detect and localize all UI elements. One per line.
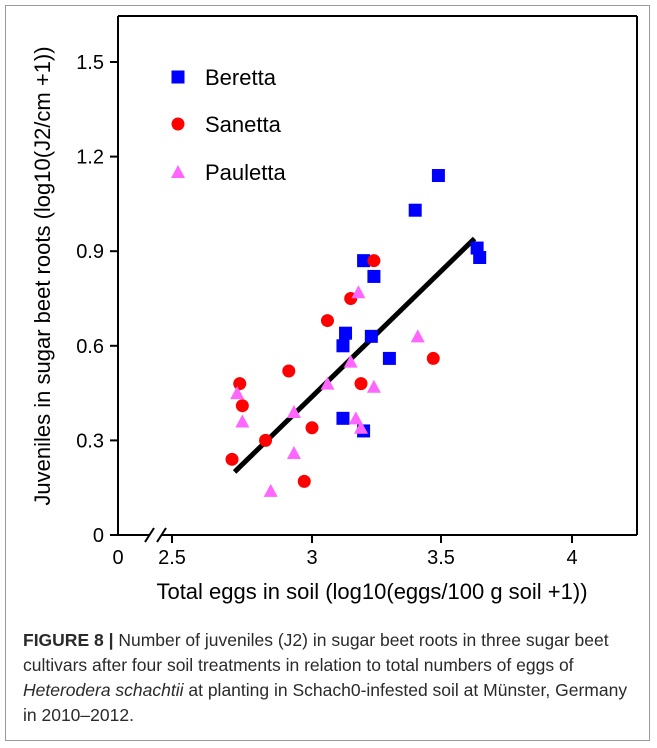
data-point-pauletta: [343, 354, 358, 368]
y-tick-label: 0.6: [76, 336, 104, 358]
data-point-beretta: [357, 254, 371, 268]
series-pauletta: [230, 285, 425, 497]
x-tick-label: 2.5: [158, 547, 186, 569]
data-point-sanetta: [282, 364, 296, 378]
legend-label-pauletta: Pauletta: [205, 160, 286, 185]
caption-species: Heterodera schachtii: [23, 680, 184, 700]
y-tick-label: 0: [93, 525, 104, 547]
data-point-sanetta: [235, 399, 249, 413]
axis-break-marker: [144, 527, 167, 543]
x-tick-label: 3: [306, 547, 317, 569]
caption-label: FIGURE 8 |: [23, 630, 114, 650]
legend-marker-pauletta: [171, 165, 185, 178]
data-point-sanetta: [354, 377, 368, 391]
data-point-beretta: [408, 203, 422, 217]
legend-marker-beretta: [171, 70, 185, 84]
series-beretta: [336, 169, 487, 438]
data-point-sanetta: [367, 254, 381, 268]
y-tick-label: 0.3: [76, 430, 104, 452]
data-point-sanetta: [225, 452, 239, 466]
data-point-beretta: [367, 269, 381, 283]
x-tick-label: 0: [112, 547, 123, 569]
axis-break-slash-1: [144, 527, 155, 543]
data-point-beretta: [473, 251, 487, 265]
data-point-pauletta: [348, 411, 363, 425]
data-point-pauletta: [230, 386, 245, 400]
data-point-pauletta: [263, 483, 278, 497]
y-tick-label: 1.2: [76, 147, 104, 169]
data-point-sanetta: [259, 433, 273, 447]
data-point-pauletta: [366, 379, 381, 393]
regression-line: [232, 236, 477, 474]
data-point-sanetta: [297, 474, 311, 488]
y-tick-label: 0.9: [76, 241, 104, 263]
data-point-pauletta: [410, 329, 425, 343]
data-point-beretta: [336, 411, 350, 425]
series-sanetta: [225, 254, 440, 488]
legend-label-beretta: Beretta: [205, 65, 277, 90]
data-point-beretta: [336, 339, 350, 353]
data-point-pauletta: [286, 446, 301, 460]
data-point-sanetta: [426, 351, 440, 365]
data-point-pauletta: [320, 376, 335, 390]
caption-text-2: at planting in Schach0-infested soil at …: [23, 680, 628, 725]
legend-marker-sanetta: [171, 117, 185, 131]
axis-break-slash-2: [156, 527, 167, 543]
legend: Beretta Sanetta Pauletta: [171, 65, 286, 185]
data-point-beretta: [382, 351, 396, 365]
caption-text-1: Number of juveniles (J2) in sugar beet r…: [23, 630, 609, 675]
data-point-beretta: [364, 329, 378, 343]
figure-panel: 0 0.3 0.6 0.9 1.2 1.5 0 2.5 3 3.5 4 Beretta Sanetta…: [5, 5, 650, 741]
figure-caption: FIGURE 8 | Number of juveniles (J2) in s…: [23, 628, 643, 728]
data-point-pauletta: [235, 414, 250, 428]
data-point-beretta: [431, 169, 445, 183]
scatter-plot: 0 0.3 0.6 0.9 1.2 1.5 0 2.5 3 3.5 4 Beretta Sanetta…: [30, 15, 638, 604]
data-point-sanetta: [233, 377, 247, 391]
x-tick-label: 3.5: [427, 547, 455, 569]
data-point-sanetta: [305, 421, 319, 435]
data-point-pauletta: [351, 285, 366, 299]
x-tick-label: 4: [566, 547, 577, 569]
x-axis-label: Total eggs in soil (log10(eggs/100 g soi…: [156, 579, 587, 604]
data-point-pauletta: [286, 405, 301, 419]
data-point-sanetta: [320, 314, 334, 328]
legend-label-sanetta: Sanetta: [205, 112, 282, 137]
data-point-pauletta: [354, 420, 369, 434]
data-point-beretta: [339, 326, 353, 340]
y-axis-label: Juveniles in sugar beet roots (log10(J2/…: [30, 46, 55, 505]
y-tick-label: 1.5: [76, 52, 104, 74]
